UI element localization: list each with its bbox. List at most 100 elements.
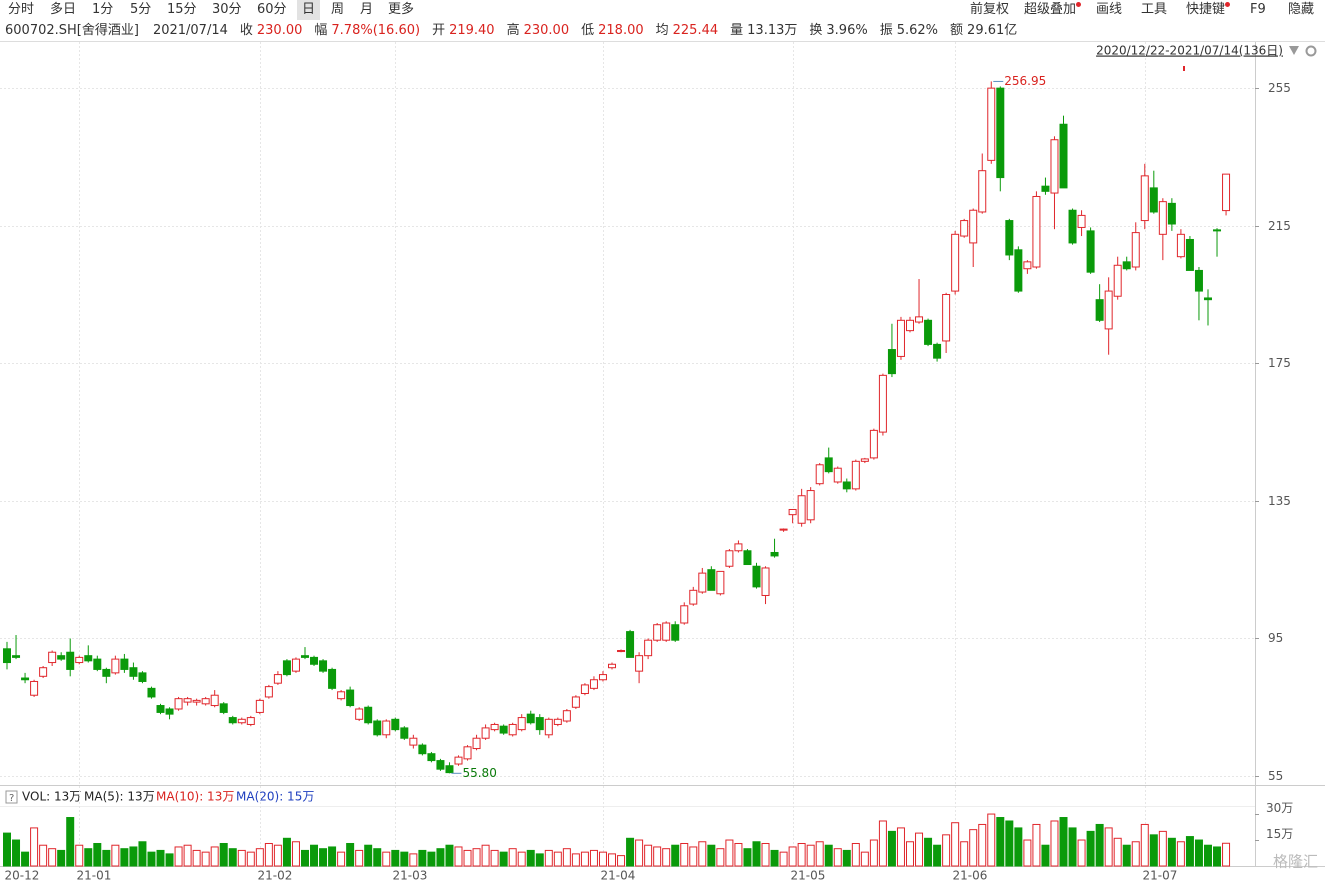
volume-bar <box>1194 839 1203 867</box>
volume-bar <box>346 842 355 867</box>
tool[interactable]: 画线 <box>1096 2 1123 17</box>
tab[interactable]: 周 <box>331 2 345 17</box>
volume-bar <box>282 837 291 867</box>
candle-body <box>535 717 544 731</box>
candle-body <box>806 490 815 521</box>
dropdown-icon[interactable] <box>1289 46 1299 55</box>
x-tick-label: 20-12 <box>5 869 40 883</box>
volume-bar <box>264 842 273 867</box>
candle-body <box>942 294 951 342</box>
candle-body <box>544 718 553 736</box>
tab-selected[interactable]: 日 <box>297 0 321 20</box>
candle-body <box>869 429 878 459</box>
candle-body <box>671 624 680 641</box>
candle-body <box>300 655 309 658</box>
volume-bar <box>951 822 960 867</box>
volume-bar <box>662 848 671 867</box>
tool[interactable]: 快捷键 <box>1186 0 1231 20</box>
tool[interactable]: F9 <box>1250 2 1266 17</box>
candle-body <box>842 481 851 490</box>
candle-body <box>382 720 391 736</box>
volume-bar <box>896 827 905 867</box>
tool[interactable]: 前复权 <box>970 2 1010 17</box>
tab[interactable]: 多日 <box>50 2 77 17</box>
candle-body <box>887 349 896 375</box>
tab[interactable]: 30分 <box>212 2 242 17</box>
candle-body <box>355 708 364 720</box>
candle-body <box>1131 232 1140 268</box>
candle-body <box>30 680 39 696</box>
candle-body <box>310 656 319 665</box>
tab[interactable]: 月 <box>360 2 374 17</box>
x-tick-label: 21-04 <box>601 869 636 883</box>
volume-bar <box>1113 837 1122 867</box>
tab[interactable]: 1分 <box>92 2 114 17</box>
tool[interactable]: 超级叠加 <box>1024 0 1082 20</box>
info-value: 7.78%(16.60) <box>331 23 421 38</box>
candle-body <box>436 760 445 770</box>
date-range[interactable]: 2020/12/22-2021/07/14(136日) <box>1096 44 1283 58</box>
candle-body <box>635 655 644 672</box>
volume-bar <box>815 841 824 867</box>
volume-bar <box>210 846 219 867</box>
x-tick-label: 21-05 <box>791 869 826 883</box>
tab[interactable]: 60分 <box>257 2 287 17</box>
low-annotation: 55.80 <box>462 766 496 780</box>
volume-bar <box>1095 823 1104 867</box>
help-icon[interactable] <box>5 790 18 804</box>
volume-bar <box>237 849 246 867</box>
candle-body <box>210 694 219 707</box>
x-tick-label: 21-01 <box>77 869 112 883</box>
settings-icon[interactable] <box>1305 45 1317 57</box>
candle-body <box>1222 173 1231 212</box>
volume-bar <box>355 849 364 867</box>
tab[interactable]: 分时 <box>8 2 35 17</box>
candle-body <box>454 756 463 765</box>
candle-body <box>75 656 84 664</box>
volume-bar <box>734 842 743 867</box>
help-icon-text: ? <box>9 793 14 804</box>
candle-body <box>346 689 355 707</box>
candle-body <box>57 655 66 660</box>
candle-body <box>589 679 598 689</box>
candle-body <box>237 718 246 724</box>
tab[interactable]: 15分 <box>167 2 197 17</box>
quote-info: 600702.SH[舍得酒业] 2021/07/14 收 230.00 幅 7.78… <box>5 21 1029 41</box>
candle-body <box>1149 187 1158 213</box>
info-value: 230.00 <box>256 23 303 38</box>
candle-body <box>608 663 617 669</box>
volume-bar <box>490 849 499 867</box>
candle-body <box>499 725 508 734</box>
volume-bar <box>1140 823 1149 867</box>
candle-body <box>174 698 183 710</box>
candle-body <box>906 319 914 332</box>
tab[interactable]: 5分 <box>130 2 152 17</box>
tool[interactable]: 工具 <box>1141 2 1168 17</box>
volume-bar <box>1185 836 1194 867</box>
candle-body <box>662 622 671 641</box>
volume-bar <box>472 848 481 867</box>
volume-bar <box>806 844 815 867</box>
volume-bar <box>878 820 887 867</box>
candle-body <box>255 699 264 713</box>
candle-body <box>391 718 400 731</box>
candle-body <box>21 677 30 681</box>
volume-bar <box>463 849 472 867</box>
volume-bar <box>328 846 337 867</box>
candle-body <box>328 668 337 689</box>
candle-body <box>291 658 300 672</box>
y-tick-label: 215 <box>1268 219 1291 233</box>
volume-bar <box>319 848 328 867</box>
info-value: 29.61亿 <box>967 23 1018 38</box>
volume-bar <box>1213 846 1222 867</box>
tool[interactable]: 隐藏 <box>1288 2 1315 17</box>
volume-bar <box>147 851 156 867</box>
volume-bar <box>1014 827 1023 867</box>
tab[interactable]: 更多 <box>388 2 415 17</box>
info-value: 13.13万 <box>747 23 798 38</box>
candle-body <box>698 572 707 593</box>
volume-bar <box>626 837 635 867</box>
volume-bar <box>391 849 400 867</box>
candle-body <box>878 374 887 433</box>
candle-body <box>1140 175 1149 222</box>
